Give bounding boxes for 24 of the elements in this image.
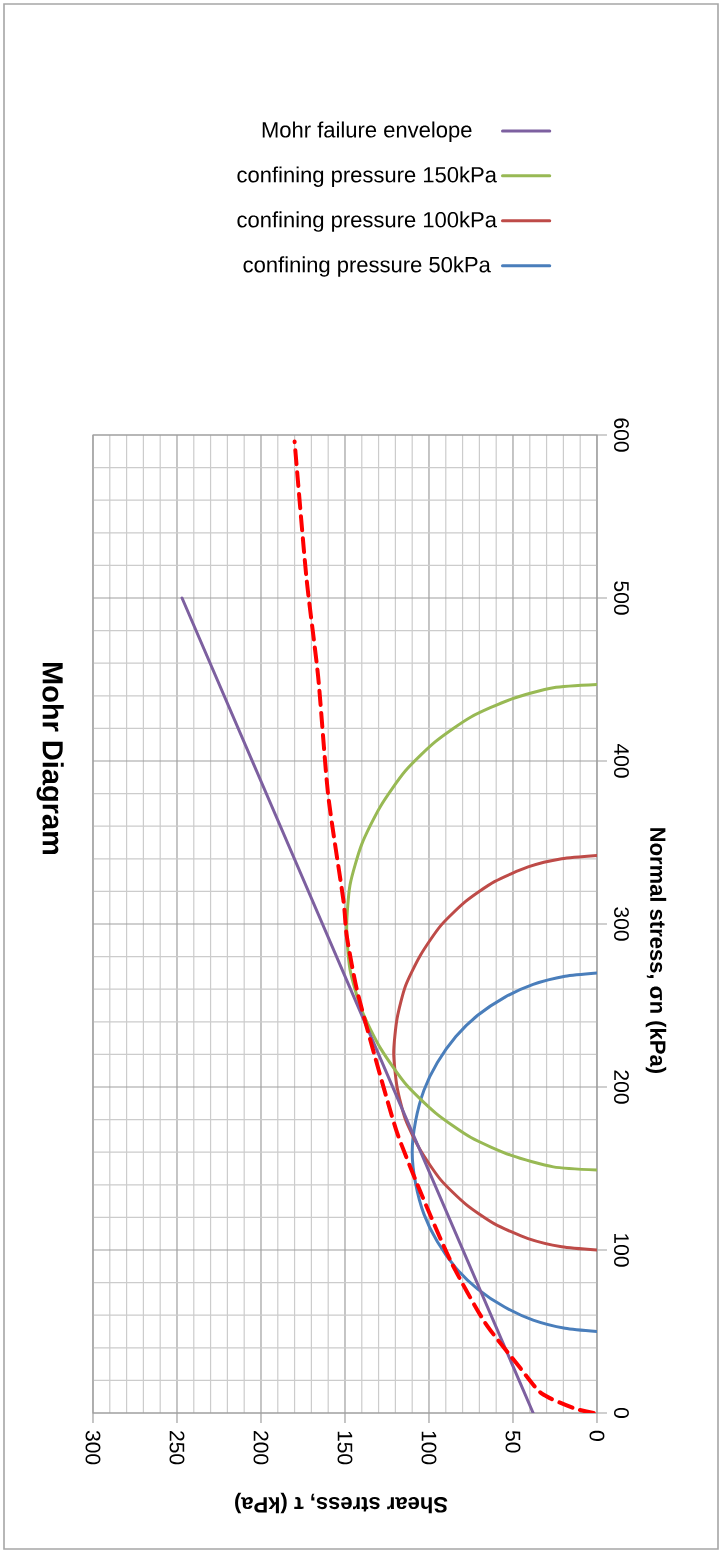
line-series [292, 439, 596, 1413]
legend-label: confining pressure 50kPa [243, 256, 491, 277]
x-tick-label: 200 [253, 1431, 269, 1465]
line-series [410, 971, 597, 1333]
legend-label: confining pressure 100kPa [237, 211, 497, 232]
y-tick-label: 400 [614, 743, 629, 778]
y-axis-title: Normal stress, σn (kPa) [645, 828, 667, 1073]
y-tick-label: 500 [614, 581, 629, 615]
legend-label: confining pressure 150kPa [237, 166, 497, 187]
y-tick-label: 300 [614, 907, 629, 941]
y-tick-label: 0 [614, 1407, 629, 1418]
y-tick-label: 200 [614, 1070, 629, 1104]
y-tick-label: 600 [614, 418, 629, 452]
x-tick-label: 300 [85, 1430, 101, 1465]
line-series [345, 682, 597, 1172]
x-tick-label: 250 [169, 1431, 185, 1465]
y-tick-label: 100 [614, 1234, 629, 1267]
text: Mohr Diagram [36, 662, 64, 855]
legend-label: Mohr failure envelope [262, 121, 472, 142]
x-tick-label: 100 [421, 1431, 437, 1465]
x-tick-label: 50 [505, 1430, 521, 1453]
x-tick-label: 0 [589, 1430, 605, 1441]
x-axis-title: Shear stress, τ (kPa) [235, 1492, 448, 1514]
x-tick-label: 150 [337, 1431, 353, 1465]
